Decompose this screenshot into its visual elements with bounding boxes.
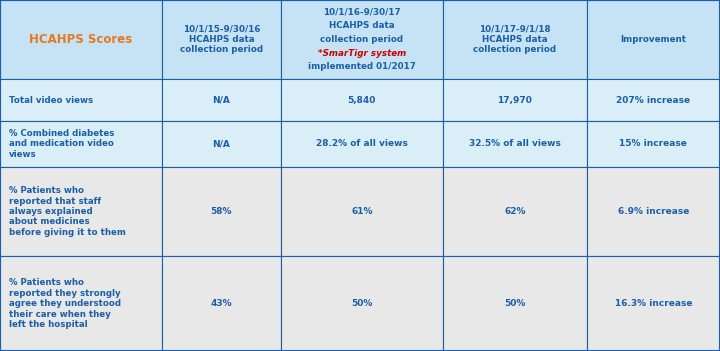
Text: 61%: 61%: [351, 207, 372, 216]
Bar: [0, 79, 162, 121]
Bar: [162, 121, 281, 167]
Bar: [0, 121, 162, 167]
Text: N/A: N/A: [212, 95, 230, 105]
Bar: [443, 167, 587, 256]
Bar: [281, 0, 443, 79]
Text: Total video views: Total video views: [9, 95, 93, 105]
Text: 50%: 50%: [504, 299, 526, 308]
Bar: [281, 167, 443, 256]
Text: *SmarTigr system: *SmarTigr system: [318, 48, 406, 58]
Bar: [0, 0, 162, 79]
Text: N/A: N/A: [212, 139, 230, 148]
Bar: [0, 167, 162, 256]
Bar: [0, 256, 162, 351]
Text: 28.2% of all views: 28.2% of all views: [316, 139, 408, 148]
Text: 207% increase: 207% increase: [616, 95, 690, 105]
Text: Improvement: Improvement: [621, 35, 686, 44]
Bar: [281, 256, 443, 351]
Text: collection period: collection period: [320, 35, 403, 44]
Text: 15% increase: 15% increase: [619, 139, 688, 148]
Bar: [587, 121, 720, 167]
Bar: [281, 79, 443, 121]
Bar: [162, 79, 281, 121]
Text: implemented 01/2017: implemented 01/2017: [308, 62, 415, 71]
Text: 16.3% increase: 16.3% increase: [615, 299, 692, 308]
Text: 43%: 43%: [210, 299, 233, 308]
Text: % Patients who
reported that staff
always explained
about medicines
before givin: % Patients who reported that staff alway…: [9, 186, 125, 237]
Text: 10/1/17-9/1/18
HCAHPS data
collection period: 10/1/17-9/1/18 HCAHPS data collection pe…: [473, 25, 557, 54]
Bar: [162, 0, 281, 79]
Bar: [281, 121, 443, 167]
Bar: [443, 0, 587, 79]
Text: 62%: 62%: [504, 207, 526, 216]
Text: HCAHPS Scores: HCAHPS Scores: [30, 33, 132, 46]
Text: 32.5% of all views: 32.5% of all views: [469, 139, 561, 148]
Text: 50%: 50%: [351, 299, 372, 308]
Text: 17,970: 17,970: [498, 95, 532, 105]
Text: 10/1/16-9/30/17: 10/1/16-9/30/17: [323, 8, 400, 17]
Text: 6.9% increase: 6.9% increase: [618, 207, 689, 216]
Bar: [162, 167, 281, 256]
Text: HCAHPS data: HCAHPS data: [329, 21, 395, 31]
Bar: [443, 256, 587, 351]
Text: 58%: 58%: [211, 207, 232, 216]
Bar: [587, 167, 720, 256]
Text: % Patients who
reported they strongly
agree they understood
their care when they: % Patients who reported they strongly ag…: [9, 278, 121, 329]
Text: 5,840: 5,840: [348, 95, 376, 105]
Text: 10/1/15-9/30/16
HCAHPS data
collection period: 10/1/15-9/30/16 HCAHPS data collection p…: [180, 25, 263, 54]
Bar: [443, 79, 587, 121]
Bar: [587, 256, 720, 351]
Bar: [162, 256, 281, 351]
Bar: [587, 0, 720, 79]
Text: % Combined diabetes
and medication video
views: % Combined diabetes and medication video…: [9, 129, 114, 159]
Bar: [587, 79, 720, 121]
Bar: [443, 121, 587, 167]
